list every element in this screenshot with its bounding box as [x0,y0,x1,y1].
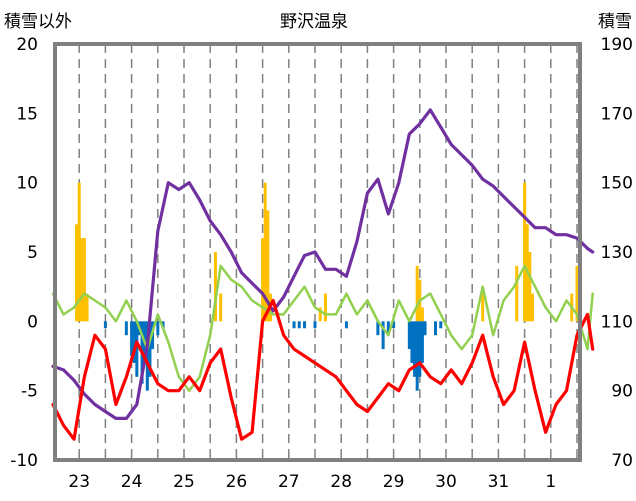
right-tick-label: 190 [601,35,633,55]
precip-bar [292,321,296,329]
precip-bar [434,321,438,336]
right-tick-label: 150 [601,174,633,194]
precip-bar [132,321,136,363]
precip-bar [381,321,385,350]
snowfall-bar [420,307,424,322]
precip-bar [148,321,152,377]
precip-bar [313,321,317,329]
precip-bar [439,321,443,329]
snowfall-bar [263,182,267,322]
precip-bar [124,321,128,336]
snowfall-bar [219,293,223,322]
left-tick-labels: 20 15 10 5 0 -5 -10 [10,35,38,471]
snow-depth-line [51,108,595,420]
snowfall-bar [528,252,532,322]
x-tick-label: 1 [545,472,556,492]
wind-line [51,264,594,392]
x-tick-label: 28 [330,472,352,492]
snowfall-bar [80,238,84,322]
snowfall-bar [523,182,527,322]
series-lines [51,108,595,441]
snowfall-bar [85,293,89,322]
x-tick-label: 23 [68,472,90,492]
left-tick-label: 20 [16,35,38,55]
left-tick-label: -5 [21,382,38,402]
precip-bar [418,321,422,377]
chart-title: 野沢温泉 [280,12,348,32]
right-tick-labels: 190 170 150 130 110 90 70 [601,35,633,471]
precip-bar [386,321,390,336]
snowfall-bar [261,238,265,322]
snowfall-bar [481,293,485,322]
snowfall-bar [266,210,270,322]
x-tick-label: 30 [435,472,457,492]
precip-bar [413,321,417,377]
precip-bar [407,321,411,350]
x-tick-label: 25 [173,472,195,492]
snowfall-bar [323,293,327,322]
right-tick-label: 90 [611,382,633,402]
x-tick-label: 27 [278,472,300,492]
x-tick-label: 26 [226,472,248,492]
left-tick-label: -10 [10,451,38,471]
precip-bar [297,321,301,329]
precip-bar [392,321,396,329]
snowfall-bar [415,265,419,322]
precip-bar [103,321,107,329]
right-tick-label: 170 [601,104,633,124]
right-tick-label: 130 [601,243,633,263]
right-tick-label: 70 [611,451,633,471]
precip-bar [130,321,134,356]
precip-bar [415,321,419,391]
snowfall-bar [575,265,579,322]
snowfall-bar [75,224,79,322]
precip-bar [303,321,307,329]
x-tick-label: 29 [383,472,405,492]
precip-bar [145,321,149,391]
left-tick-label: 15 [16,104,38,124]
left-tick-label: 5 [27,243,38,263]
snowfall-bar [530,293,534,322]
snowfall-bar [82,238,86,322]
x-tick-label: 31 [488,472,510,492]
x-tick-labels: 23 24 25 26 27 28 29 30 31 1 [68,472,556,492]
snowfall-bar [213,252,217,322]
plot-frame [53,42,582,462]
temperature-line [51,298,595,441]
precip-bar [156,321,160,336]
left-tick-label: 10 [16,174,38,194]
left-axis-label: 積雪以外 [4,12,72,32]
snowfall-bar [515,265,519,322]
x-tick-label: 24 [121,472,143,492]
precip-bar [410,321,414,363]
precip-bar [420,321,424,363]
snowfall-bar [318,307,322,322]
right-tick-label: 110 [601,312,633,332]
snowfall-bar [77,182,81,322]
precip-bar [423,321,427,336]
precip-bar [344,321,348,329]
precip-bar [135,321,139,377]
left-tick-label: 0 [27,312,38,332]
precip-bar [376,321,380,336]
right-axis-label: 積雪 [598,12,632,32]
